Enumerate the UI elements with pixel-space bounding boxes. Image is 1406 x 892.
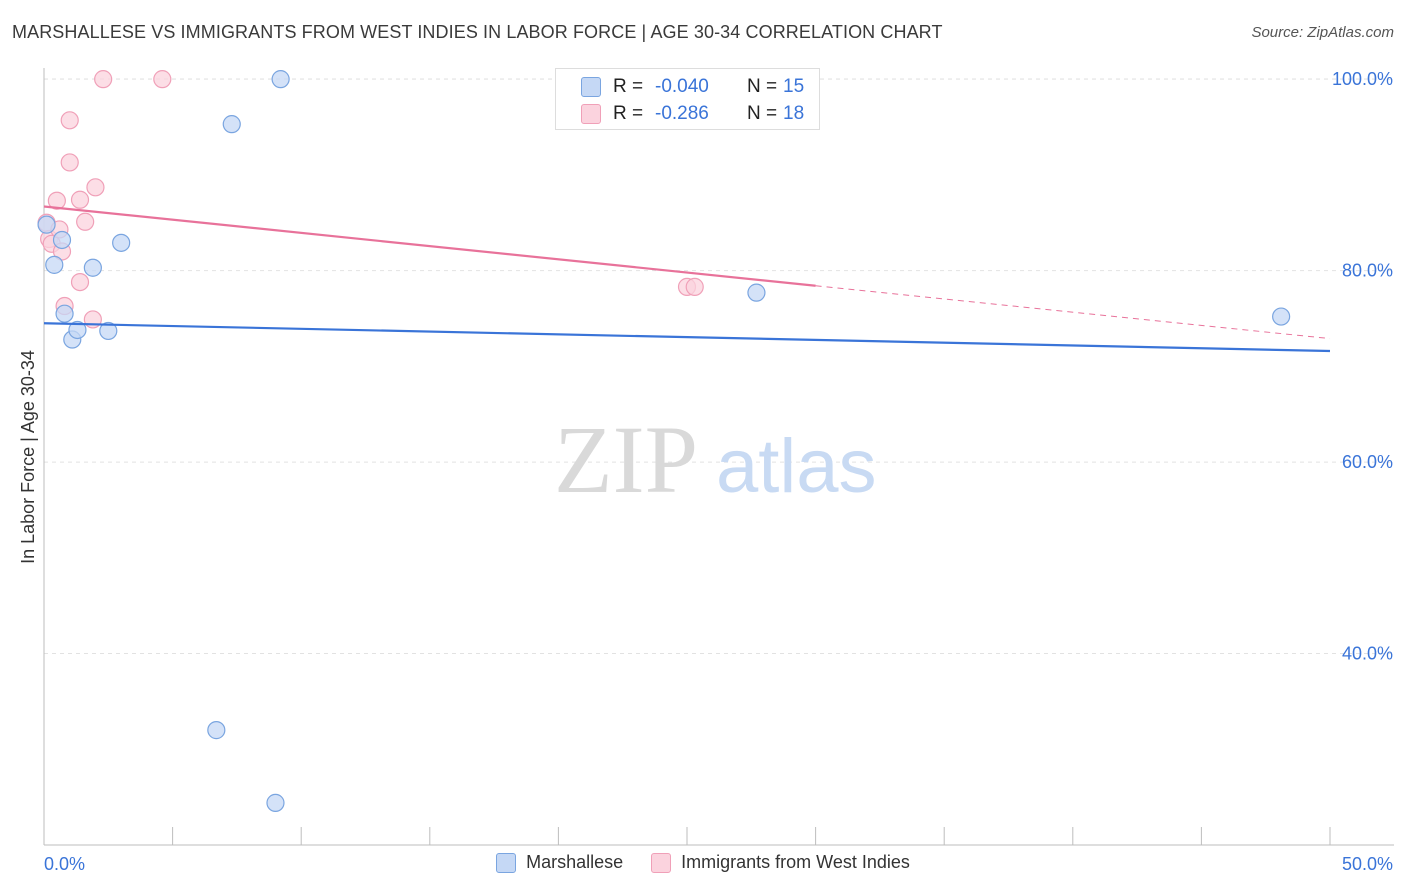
marshallese-trendline	[43, 322, 1331, 353]
n-label: N =	[747, 103, 778, 124]
west-indies-point	[76, 212, 95, 231]
stats-box: R = -0.040 N = 15 R = -0.286 N = 18	[555, 68, 820, 130]
source-label: Source: ZipAtlas.com	[1251, 24, 1394, 41]
marshallese-point	[83, 258, 102, 277]
marshallese-point	[68, 320, 87, 340]
watermark-atlas: atlas	[716, 424, 877, 509]
legend-label-west-indies: Immigrants from West Indies	[681, 852, 910, 872]
marshallese-point	[99, 321, 118, 341]
marshallese-point	[112, 233, 131, 252]
west-indies-trendline-extension	[815, 285, 1331, 340]
stats-row-west-indies: R = -0.286 N = 18	[581, 103, 804, 125]
y-tick-label: 100.0%	[1332, 69, 1393, 89]
x-tick-label: 50.0%	[1342, 854, 1393, 874]
west-indies-point	[153, 70, 172, 89]
chart-legend: Marshallese Immigrants from West Indies	[0, 852, 1406, 873]
legend-item-marshallese[interactable]: Marshallese	[496, 852, 623, 873]
stats-row-marshallese: R = -0.040 N = 15	[581, 76, 804, 98]
r-label: R =	[613, 103, 644, 124]
legend-item-west-indies[interactable]: Immigrants from West Indies	[651, 852, 910, 873]
legend-swatch-marshallese	[496, 852, 517, 873]
west-indies-swatch	[581, 104, 601, 124]
west-indies-point	[60, 111, 79, 130]
marshallese-point	[1272, 307, 1291, 326]
watermark-zip: ZIP	[554, 406, 698, 513]
legend-label-marshallese: Marshallese	[526, 852, 624, 872]
west-indies-point	[47, 191, 66, 210]
chart-title: MARSHALLESE VS IMMIGRANTS FROM WEST INDI…	[12, 22, 943, 42]
n-label: N =	[747, 76, 778, 97]
y-tick-label: 40.0%	[1342, 644, 1393, 664]
marshallese-point	[37, 215, 56, 234]
y-tick-label: 60.0%	[1342, 452, 1393, 472]
r-label: R =	[613, 76, 644, 97]
west-indies-point	[86, 178, 105, 197]
marshallese-point	[45, 255, 64, 274]
r-value: -0.040	[655, 76, 709, 97]
marshallese-point	[271, 70, 290, 89]
marshallese-point	[222, 115, 241, 134]
r-value: -0.286	[655, 103, 709, 124]
x-tick-label: 0.0%	[44, 854, 85, 874]
west-indies-point	[70, 190, 90, 209]
marshallese-point	[52, 230, 72, 250]
marshallese-swatch	[581, 77, 601, 97]
west-indies-point	[94, 70, 113, 89]
west-indies-point	[685, 277, 704, 296]
marshallese-point	[55, 304, 74, 323]
west-indies-point	[60, 153, 79, 172]
legend-swatch-west-indies	[651, 852, 672, 873]
n-value: 15	[783, 76, 805, 97]
west-indies-point	[70, 272, 90, 292]
y-axis-label: In Labor Force | Age 30-34	[18, 350, 38, 564]
marshallese-point	[747, 283, 766, 302]
marshallese-point	[207, 721, 226, 740]
y-tick-label: 80.0%	[1342, 261, 1393, 281]
n-value: 18	[783, 103, 805, 124]
west-indies-trendline	[43, 205, 816, 287]
marshallese-point	[266, 793, 285, 812]
